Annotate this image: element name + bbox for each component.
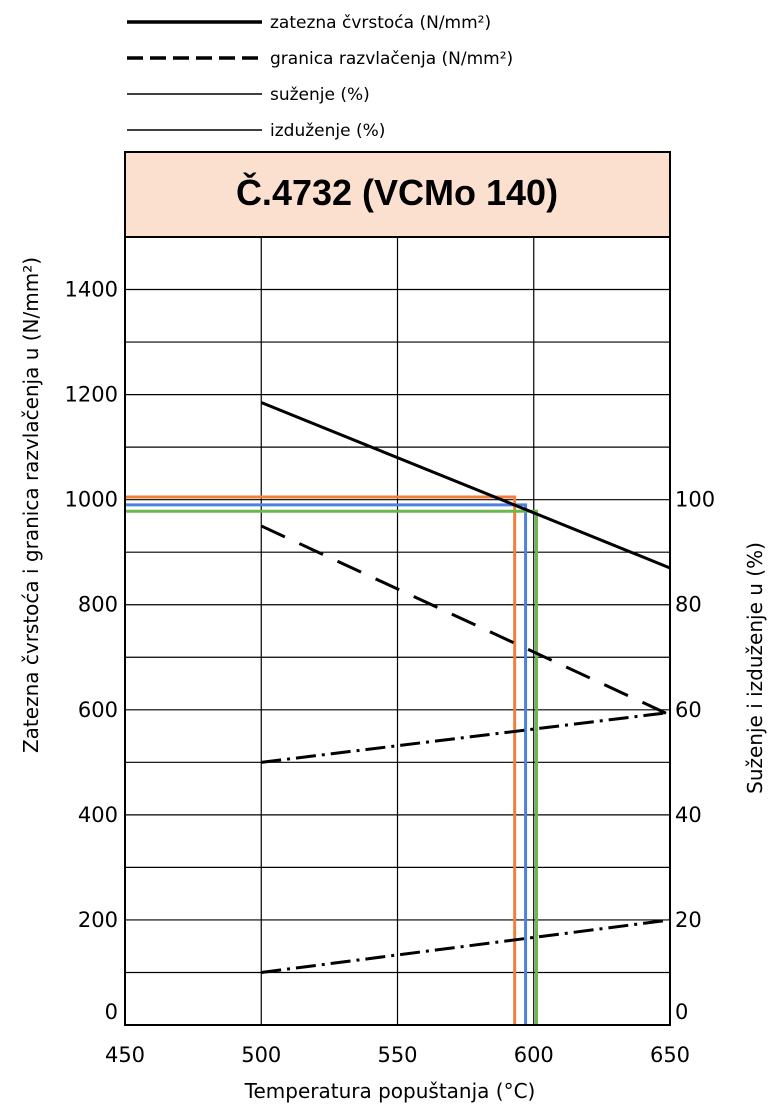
y-right-tick-label: 40 [675,803,702,827]
legend: zatezna čvrstoća (N/mm²) granica razvlače… [127,13,513,141]
y-left-tick-label: 600 [78,698,118,722]
chart-title: Č.4732 (VCMo 140) [236,171,558,213]
legend-label: zatezna čvrstoća (N/mm²) [270,13,491,33]
y-axis-right-title: Suženje i izduženje u (%) [743,542,767,794]
x-tick-label: 650 [650,1043,690,1067]
y-axis-left-title: Zatezna čvrstoća i granica razvlačenja u… [19,257,43,753]
y-left-tick-label: 1000 [65,488,118,512]
y-left-tick-label: 400 [78,803,118,827]
reference-line [125,495,517,1025]
x-axis-title: Temperatura popuštanja (°C) [244,1079,536,1103]
y-left-tick-label: 1200 [65,383,118,407]
y-right-tick-label: 80 [675,593,702,617]
legend-label: suženje (%) [270,85,370,105]
series-line-3 [261,918,671,974]
x-tick-label: 550 [377,1043,417,1067]
y-left-tick-label: 800 [78,593,118,617]
y-right-tick-label: 100 [675,488,715,512]
chart-title-box: Č.4732 (VCMo 140) [124,151,671,238]
y-right-tick-label: 60 [675,698,702,722]
title-box-background [124,151,671,238]
x-tick-label: 450 [105,1043,145,1067]
reference-lines [125,495,538,1025]
x-tick-label: 600 [514,1043,554,1067]
legend-label: granica razvlačenja (N/mm²) [270,49,513,69]
reference-line [125,503,528,1025]
y-right-tick-label: 20 [675,908,702,932]
y-right-tick-label: 0 [675,1000,688,1024]
grid [125,237,670,1025]
plot-frame [124,236,671,1026]
series-line-0 [260,401,671,570]
y-left-tick-label: 1400 [65,278,118,302]
y-left-tick-label: 0 [105,1000,118,1024]
series-line-2 [261,710,671,764]
x-tick-label: 500 [241,1043,281,1067]
series-group [260,401,671,974]
tick-labels: 450 500 550 600 6500200400600800100012001400… [65,278,716,1067]
reference-line [125,509,538,1025]
legend-label: izduženje (%) [270,121,385,141]
series-line-1 [260,524,671,717]
y-left-tick-label: 200 [78,908,118,932]
